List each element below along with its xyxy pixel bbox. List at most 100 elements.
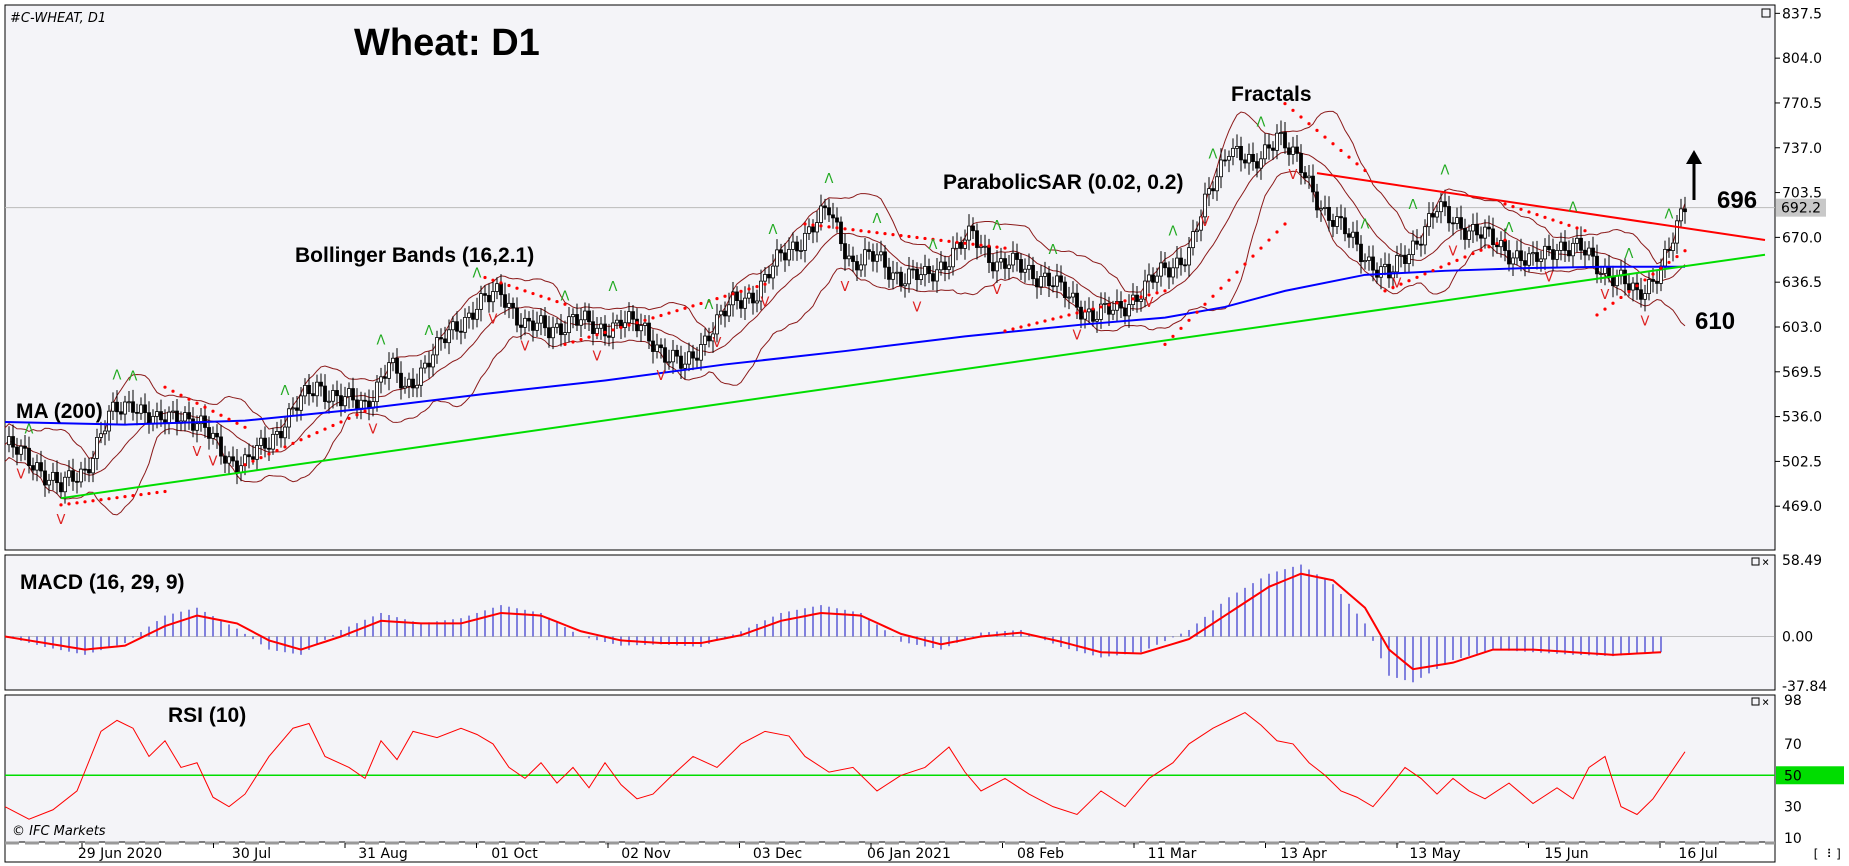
- candle-body: [627, 311, 631, 324]
- fractal-down-icon: V: [1641, 315, 1650, 330]
- candle-body: [1543, 245, 1547, 260]
- sar-dot: [979, 243, 983, 247]
- rsi-close-icon[interactable]: ×: [1762, 695, 1769, 709]
- candle-body: [47, 479, 51, 486]
- sar-dot: [1383, 289, 1387, 293]
- candle-body: [1015, 252, 1019, 260]
- candle-body: [1399, 254, 1403, 257]
- fractal-up-icon: Λ: [993, 219, 1002, 234]
- sar-dot: [1259, 246, 1263, 250]
- candle-body: [1011, 252, 1015, 266]
- candle-body: [1679, 208, 1683, 222]
- macd-tick-label: 58.49: [1782, 553, 1822, 569]
- candle-body: [1179, 257, 1183, 266]
- candle-body: [399, 372, 403, 389]
- sar-dot: [827, 225, 831, 229]
- sar-dot: [531, 291, 535, 296]
- sar-dot: [211, 409, 215, 413]
- sar-dot: [899, 233, 903, 238]
- sar-dot: [843, 227, 847, 231]
- candle-body: [363, 399, 367, 402]
- candle-body: [1139, 298, 1143, 302]
- fractal-up-icon: Λ: [1569, 200, 1578, 215]
- candle-body: [835, 217, 839, 223]
- candle-body: [1299, 153, 1303, 174]
- candle-body: [323, 385, 327, 402]
- candle-body: [71, 470, 75, 482]
- candle-body: [919, 274, 923, 281]
- candle-body: [743, 297, 747, 309]
- candle-body: [1499, 239, 1503, 248]
- candle-body: [7, 436, 11, 446]
- candle-body: [139, 404, 143, 414]
- price-layer: ΛΛ ΛΛΛΛΛΛΛΛΛΛΛΛΛΛΛΛΛΛΛΛΛΛΛΛVVVVVVVVVVVVVV…: [4, 102, 1775, 528]
- sar-dot: [1187, 318, 1191, 322]
- fractal-up-icon: Λ: [609, 280, 618, 295]
- candle-body: [635, 318, 639, 332]
- candle-body: [663, 347, 667, 363]
- sar-dot: [579, 337, 583, 342]
- sar-dot: [1323, 135, 1327, 139]
- candle-body: [1331, 220, 1335, 227]
- candle-body: [175, 410, 179, 424]
- candle-body: [1623, 269, 1627, 285]
- candle-body: [691, 351, 695, 359]
- date-label: 06 Jan 2021: [867, 846, 951, 862]
- scroll-glyph-icon[interactable]: [ ⠇]: [1812, 847, 1842, 861]
- candle-body: [1551, 249, 1555, 260]
- sar-dot: [955, 240, 959, 244]
- candle-body: [463, 317, 467, 333]
- sar-dot: [731, 292, 735, 296]
- sar-dot: [1519, 207, 1523, 211]
- candle-body: [1063, 281, 1067, 298]
- candle-body: [271, 433, 275, 450]
- candle-body: [895, 271, 899, 274]
- candle-body: [1675, 220, 1679, 244]
- candle-body: [35, 462, 39, 471]
- rsi-line: [4, 711, 1686, 820]
- candle-body: [959, 242, 963, 249]
- candle-body: [183, 412, 187, 422]
- sar-label: ParabolicSAR (0.02, 0.2): [943, 171, 1183, 194]
- candle-body: [807, 226, 811, 234]
- macd-close-icon[interactable]: ×: [1762, 555, 1769, 569]
- rsi-maximize-icon[interactable]: [1751, 697, 1760, 706]
- price-tick-label: 569.5: [1782, 365, 1822, 381]
- candle-body: [1043, 272, 1047, 277]
- fractal-down-icon: V: [913, 301, 922, 316]
- candle-body: [703, 335, 707, 345]
- sar-dot: [555, 299, 559, 304]
- candle-body: [867, 249, 871, 252]
- sar-dot: [1299, 115, 1303, 119]
- candle-body: [1391, 271, 1395, 279]
- candle-body: [1407, 254, 1411, 264]
- candle-body: [1167, 267, 1171, 278]
- fractal-up-icon: Λ: [1257, 116, 1266, 131]
- candle-body: [507, 302, 511, 308]
- candle-body: [887, 266, 891, 280]
- fractal-up-icon: Λ: [25, 422, 34, 437]
- sar-dot: [947, 239, 951, 243]
- sar-dot: [859, 229, 863, 233]
- sar-dot: [1003, 329, 1007, 333]
- candle-body: [1127, 304, 1131, 317]
- candle-body: [327, 400, 331, 403]
- sar-dot: [1635, 284, 1639, 288]
- fractal-down-icon: V: [713, 336, 722, 351]
- candle-body: [755, 300, 759, 304]
- maximize-icon[interactable]: [1761, 8, 1771, 18]
- sar-dot: [763, 282, 767, 286]
- sar-dot: [1075, 311, 1079, 315]
- sar-dot: [1611, 301, 1615, 305]
- candle-body: [847, 255, 851, 260]
- candle-body: [1503, 239, 1507, 251]
- candle-body: [1163, 262, 1167, 269]
- sar-dot: [1355, 162, 1359, 166]
- sar-dot: [1235, 270, 1239, 274]
- candle-body: [903, 283, 907, 287]
- price-tick-label: 636.5: [1782, 275, 1822, 291]
- candle-body: [879, 251, 883, 256]
- candle-body: [655, 344, 659, 352]
- macd-maximize-icon[interactable]: [1751, 557, 1760, 566]
